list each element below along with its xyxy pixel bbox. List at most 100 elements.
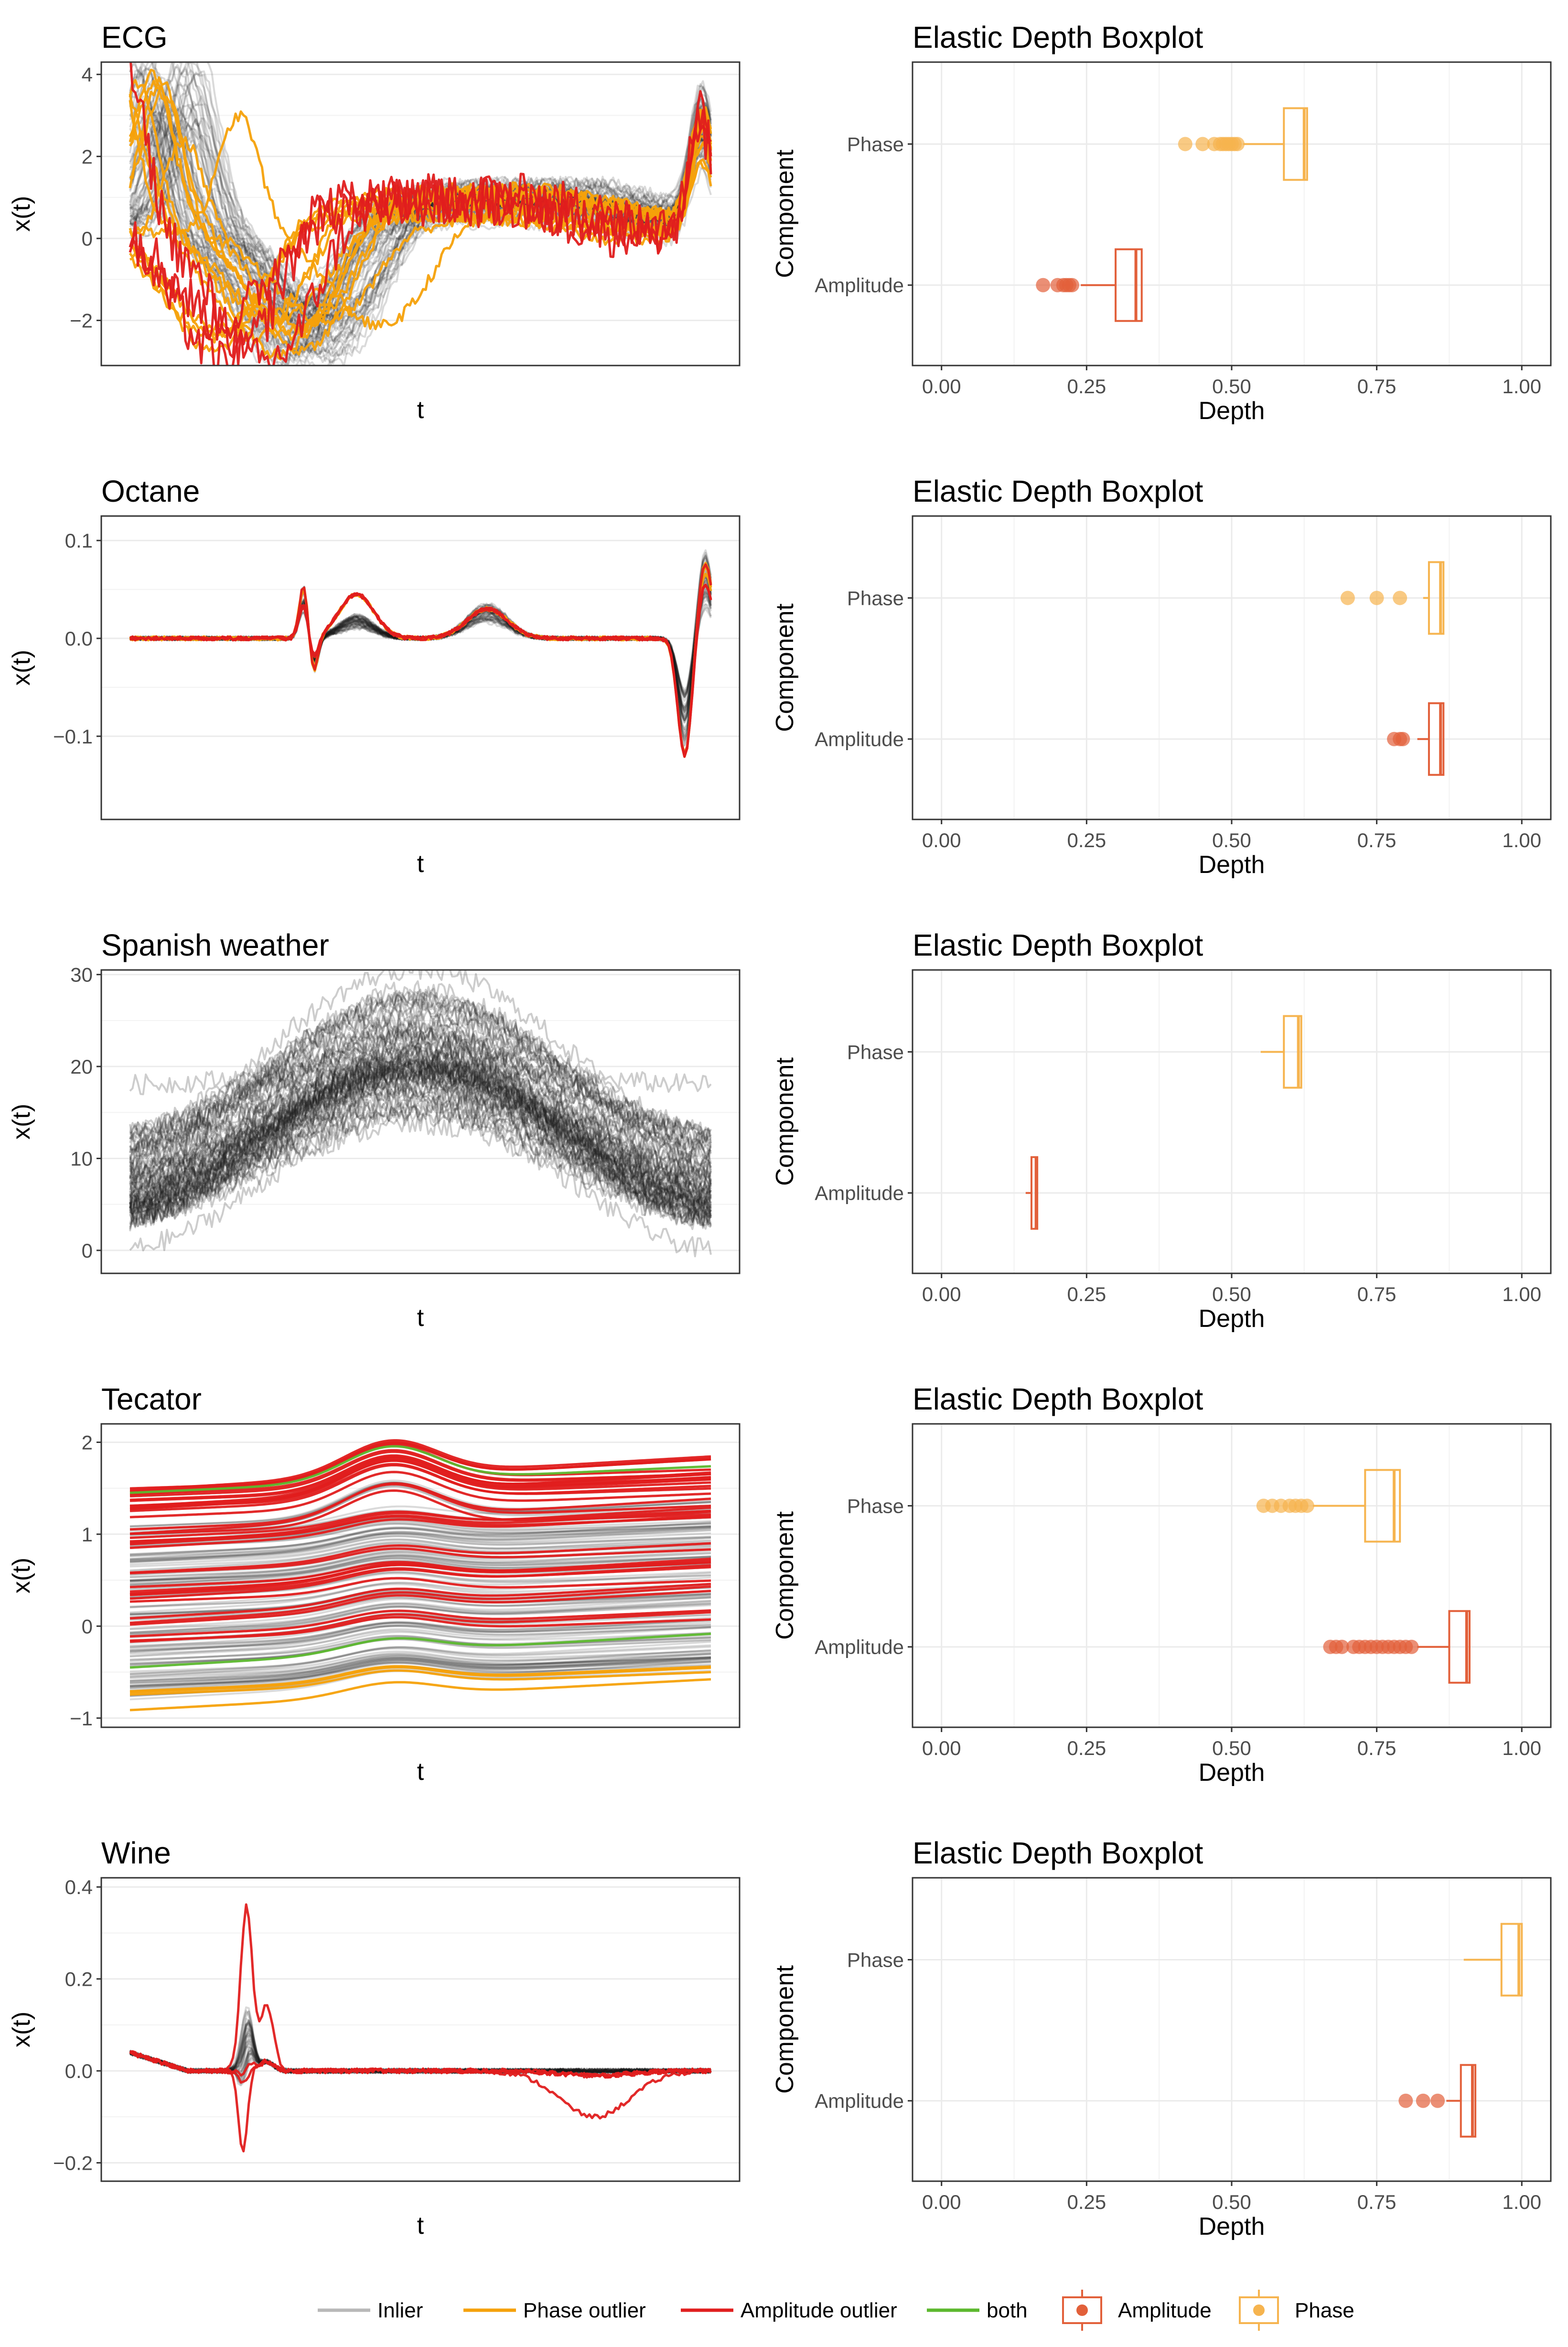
series-line-inlier xyxy=(129,1603,711,1630)
series-line-inlier xyxy=(129,1026,712,1185)
series-line-inlier xyxy=(129,2033,711,2074)
series-line-inlier xyxy=(129,1114,712,1230)
series-line-inlier xyxy=(129,1064,712,1208)
series-line-amplitude-outlier xyxy=(129,1542,711,1574)
series-line-inlier xyxy=(129,1545,711,1581)
outlier-point xyxy=(1396,732,1410,746)
y-axis-label: Component xyxy=(771,1511,799,1640)
x-tick-label: 1.00 xyxy=(1502,829,1541,851)
series-line-amplitude-outlier xyxy=(129,2050,711,2084)
x-tick-label: 0.25 xyxy=(1067,1283,1106,1305)
boxplot-chart-2: Elastic Depth Boxplot Phase Amplitude 0.00 0… xyxy=(771,928,1552,1333)
series-line-inlier xyxy=(129,2024,712,2074)
x-axis-label: t xyxy=(417,396,424,424)
series-line-inlier xyxy=(129,556,712,741)
series-line-inlier xyxy=(129,2035,711,2074)
x-tick-label: 0.25 xyxy=(1067,375,1106,398)
y-tick-label: 2 xyxy=(82,145,93,168)
series-line-inlier xyxy=(129,1045,712,1193)
series-line-inlier xyxy=(129,1096,712,1212)
series-line-inlier xyxy=(129,1657,711,1688)
series-line-inlier xyxy=(129,1596,711,1634)
series-line-inlier xyxy=(129,990,712,1142)
outlier-point xyxy=(1404,1639,1419,1654)
series-line-inlier xyxy=(129,1027,712,1146)
series-line-inlier xyxy=(129,1635,711,1661)
series-line-inlier xyxy=(129,1041,711,1201)
series-line-inlier xyxy=(129,2022,711,2074)
series-line-inlier xyxy=(129,1629,711,1655)
y-tick-label: −0.1 xyxy=(53,725,93,748)
y-tick-label: 4 xyxy=(82,64,93,86)
series-line-inlier xyxy=(129,565,712,746)
line-chart-tecator: Tecator −1 0 1 2 t x(t) xyxy=(8,1382,741,1786)
series-line-inlier xyxy=(129,1520,711,1546)
x-axis-label: Depth xyxy=(1199,1759,1265,1787)
series-line-inlier xyxy=(129,591,712,707)
series-line-inlier xyxy=(129,1525,711,1556)
series-line-inlier xyxy=(129,70,712,343)
series-line-both xyxy=(129,1632,711,1669)
series-line-inlier xyxy=(129,592,712,731)
series-line-inlier xyxy=(129,1593,711,1620)
y-tick-label: 30 xyxy=(70,964,93,986)
category-label: Amplitude xyxy=(815,728,904,751)
y-axis-label: x(t) xyxy=(8,1104,35,1140)
series-line-inlier xyxy=(129,1650,711,1676)
series-line-inlier xyxy=(129,576,712,712)
x-tick-label: 0.25 xyxy=(1067,2191,1106,2213)
series-line-inlier xyxy=(129,1619,711,1652)
series-line-inlier xyxy=(129,1527,711,1564)
outlier-point xyxy=(1398,2093,1413,2108)
series-line-inlier xyxy=(129,990,711,1140)
series-line-amplitude-outlier xyxy=(129,1509,711,1539)
outlier-point xyxy=(1369,591,1384,605)
series-line-amplitude-outlier xyxy=(129,563,712,757)
y-axis-label: Component xyxy=(771,1057,799,1186)
series-line-inlier xyxy=(129,2048,712,2084)
series-line-inlier xyxy=(129,2027,711,2074)
series-line-inlier xyxy=(129,1654,711,1680)
series-line-inlier xyxy=(129,593,712,698)
series-line-inlier xyxy=(129,1604,711,1634)
series-line-inlier xyxy=(129,1525,711,1563)
series-line-inlier xyxy=(129,2010,711,2074)
line-chart-wine: Wine −0.2 0.0 0.2 0.4 t x(t) xyxy=(8,1836,741,2239)
series-line-inlier xyxy=(129,1593,711,1630)
box-body xyxy=(1364,1469,1401,1543)
series-line-inlier xyxy=(129,1658,711,1684)
series-line-inlier xyxy=(129,1073,711,1212)
category-label: Amplitude xyxy=(815,2090,904,2112)
series-line-inlier xyxy=(129,1550,711,1586)
series-line-inlier xyxy=(129,1066,712,1192)
chart-title: Octane xyxy=(101,474,200,508)
series-line-inlier xyxy=(129,1059,711,1180)
chart-title: Elastic Depth Boxplot xyxy=(913,474,1203,508)
series-line-inlier xyxy=(129,999,712,1171)
series-line-inlier xyxy=(129,1535,711,1561)
box-phase xyxy=(1260,1015,1302,1089)
x-tick-label: 1.00 xyxy=(1502,375,1541,398)
x-tick-label: 0.00 xyxy=(922,2191,961,2213)
x-axis-label: t xyxy=(417,1304,424,1332)
outlier-point xyxy=(1334,1639,1349,1654)
series-line-inlier xyxy=(129,1071,712,1212)
panel-border xyxy=(100,969,741,1274)
series-line-inlier xyxy=(129,1042,712,1187)
series-line-inlier xyxy=(129,584,712,743)
y-tick-label: 0.1 xyxy=(65,529,93,552)
series-line-inlier xyxy=(129,1527,711,1555)
series-line-amplitude-outlier xyxy=(129,1471,711,1518)
series-line-inlier xyxy=(129,1625,711,1651)
series-line-inlier xyxy=(129,1638,711,1665)
series-lines xyxy=(129,1903,712,2153)
series-line-inlier xyxy=(129,1653,711,1692)
series-line-inlier xyxy=(129,989,711,1158)
series-line-inlier xyxy=(129,1001,712,1143)
series-line-inlier xyxy=(129,1045,712,1229)
y-axis-label: x(t) xyxy=(8,2012,35,2047)
series-line-inlier xyxy=(129,562,712,736)
series-line-inlier xyxy=(129,1661,711,1688)
x-tick-label: 1.00 xyxy=(1502,2191,1541,2213)
legend-point-swatch xyxy=(1076,2304,1088,2316)
